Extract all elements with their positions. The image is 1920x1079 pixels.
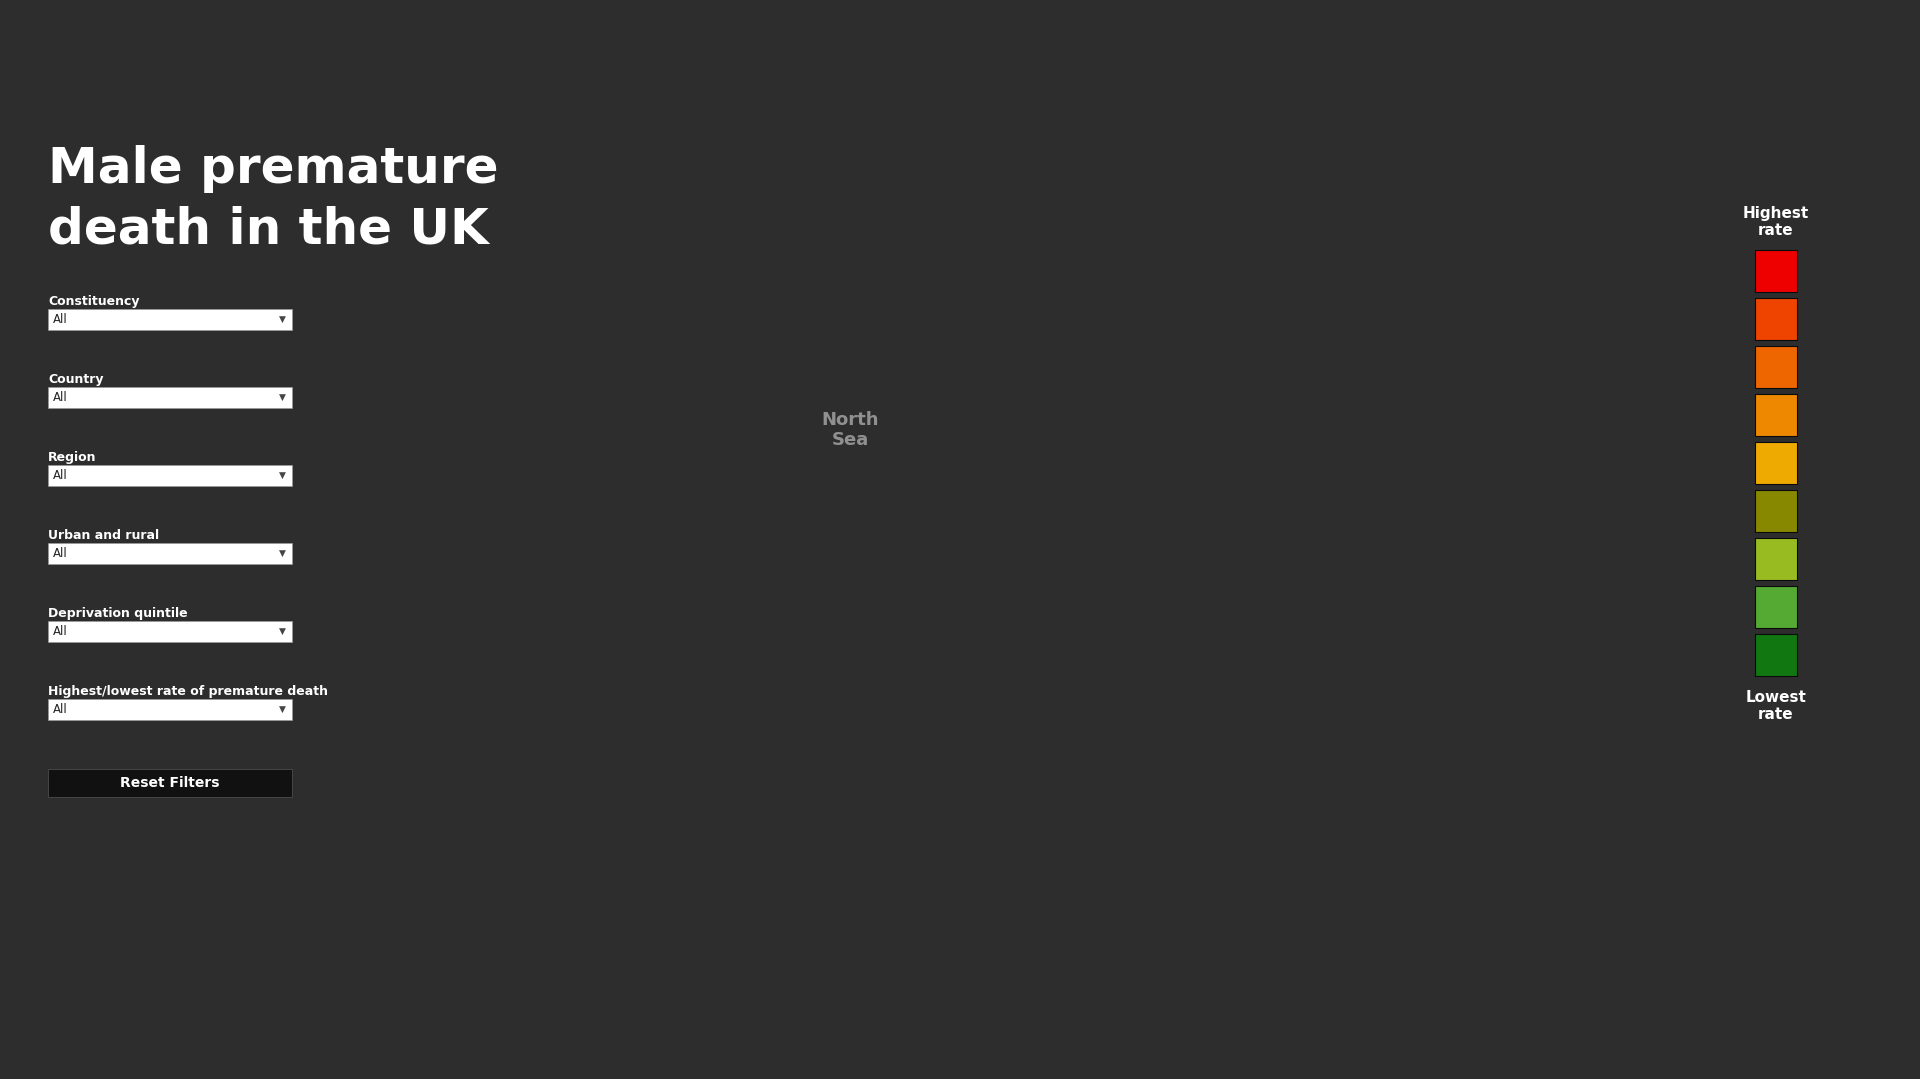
Bar [1755, 586, 1797, 628]
Bar [48, 543, 292, 564]
Text: ▼: ▼ [278, 627, 286, 636]
Text: All: All [54, 704, 67, 716]
Text: Constituency: Constituency [48, 295, 140, 308]
Bar [1755, 538, 1797, 581]
Text: All: All [54, 625, 67, 638]
Bar [1755, 490, 1797, 532]
Text: All: All [54, 547, 67, 560]
Text: ▼: ▼ [278, 705, 286, 714]
Bar [48, 309, 292, 330]
Text: ▼: ▼ [278, 315, 286, 324]
Bar [48, 769, 292, 797]
Bar [1755, 394, 1797, 436]
Text: Lowest
rate: Lowest rate [1745, 689, 1807, 723]
Text: death in the UK: death in the UK [48, 205, 490, 252]
Bar [48, 699, 292, 720]
Text: Highest
rate: Highest rate [1743, 206, 1809, 238]
Text: Male premature: Male premature [48, 145, 499, 193]
Text: All: All [54, 469, 67, 482]
Bar [1755, 442, 1797, 484]
Text: ▼: ▼ [278, 549, 286, 558]
Bar [48, 387, 292, 408]
Text: ▼: ▼ [278, 393, 286, 402]
Text: Deprivation quintile: Deprivation quintile [48, 607, 188, 620]
Bar [1755, 250, 1797, 292]
Text: Country: Country [48, 373, 104, 386]
Text: All: All [54, 313, 67, 326]
Text: ▼: ▼ [278, 472, 286, 480]
Bar [1755, 634, 1797, 677]
Text: Highest/lowest rate of premature death: Highest/lowest rate of premature death [48, 685, 328, 698]
Text: Region: Region [48, 451, 96, 464]
Text: All: All [54, 391, 67, 404]
Text: Reset Filters: Reset Filters [121, 776, 219, 790]
Text: Urban and rural: Urban and rural [48, 529, 159, 542]
Bar [1755, 346, 1797, 388]
Bar [48, 465, 292, 486]
Bar [1755, 298, 1797, 340]
Bar [48, 622, 292, 642]
Text: North
Sea: North Sea [822, 411, 879, 449]
